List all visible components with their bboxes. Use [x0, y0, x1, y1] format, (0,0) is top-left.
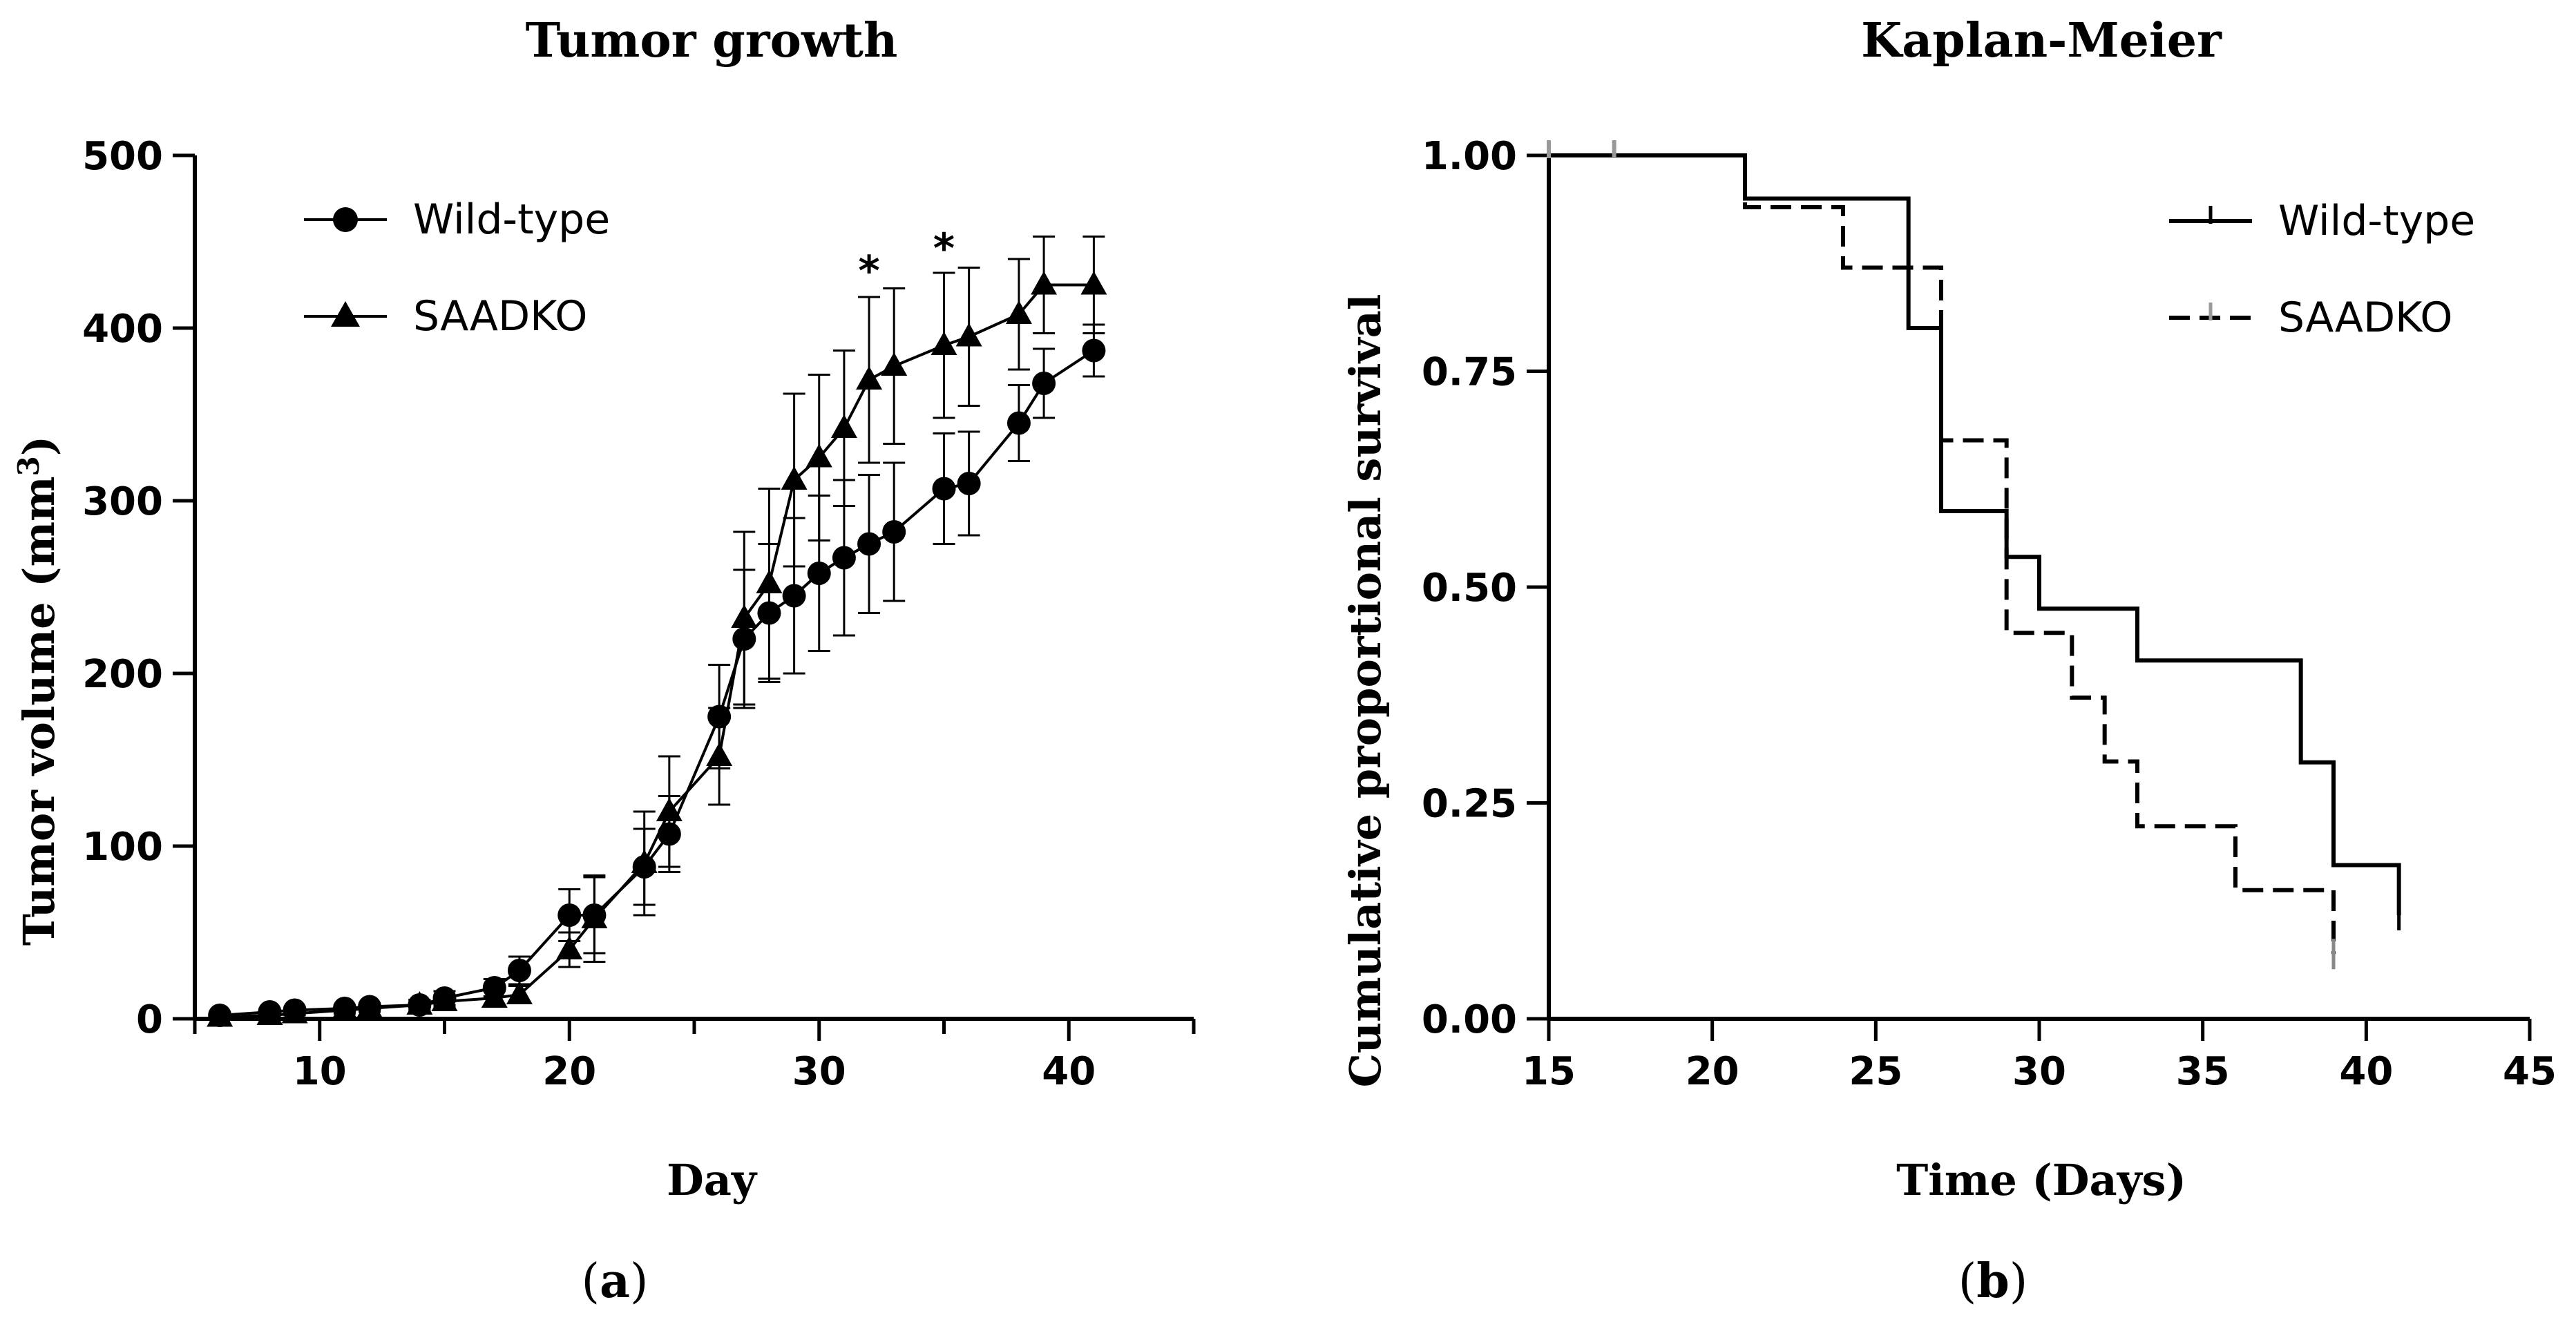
data-point-a [856, 366, 883, 390]
x-tick-label-b: 30 [2012, 1049, 2066, 1094]
data-point-a [506, 981, 533, 1004]
data-point-a [406, 991, 433, 1015]
x-tick-label-b: 15 [1522, 1049, 1576, 1094]
x-tick-label-b: 45 [2503, 1049, 2557, 1094]
significance-marker-a: * [858, 247, 879, 296]
legend-label-b: Wild-type [2278, 197, 2475, 245]
y-tick-label-a: 100 [82, 825, 163, 870]
legend-label-a: SAADKO [413, 292, 587, 341]
axes-b: 15 20 25 30 35 40 45 0.00 0.25 0.50 0.75 1.00 [1422, 134, 2557, 1094]
series-line-a [220, 283, 1094, 1019]
legend-b: Wild-type SAADKO [2169, 197, 2475, 342]
data-point-a [556, 936, 583, 959]
kaplan-meier-chart: Kaplan-Meier 15 20 25 30 35 40 45 0.00 0.25 0.50 0… [1340, 13, 2557, 1309]
data-point-a [581, 905, 608, 928]
km-curve-saadko [1549, 153, 2336, 955]
data-point-a [631, 850, 658, 873]
y-tick-label-b: 0.75 [1422, 350, 1517, 395]
data-point-a [1032, 372, 1056, 395]
data-point-a [857, 532, 881, 556]
y-tick-label-b: 1.00 [1422, 134, 1517, 179]
data-point-a [957, 472, 981, 495]
data-point-a [882, 520, 906, 544]
data-point-a [207, 1003, 233, 1027]
x-tick-label-b: 20 [1686, 1049, 1739, 1094]
series-a-wild-type [208, 323, 1106, 1027]
x-axis-label-a: Day [667, 1155, 758, 1205]
y-tick-label-a: 500 [82, 134, 163, 179]
data-point-a [281, 999, 308, 1024]
data-point-a [782, 584, 806, 608]
data-point-a [1006, 411, 1031, 435]
y-tick-label-b: 0.25 [1422, 782, 1517, 827]
x-tick-label-a: 30 [792, 1049, 846, 1094]
data-point-a [756, 570, 783, 593]
series-b [1547, 140, 2401, 970]
legend-label-b: SAADKO [2278, 294, 2452, 342]
x-tick-label-a: 20 [542, 1049, 596, 1094]
x-tick-label-b: 35 [2176, 1049, 2230, 1094]
data-point-a [256, 1002, 283, 1025]
data-point-a [931, 332, 957, 355]
legend-label-a: Wild-type [413, 195, 610, 244]
y-tick-label-a: 400 [82, 307, 163, 352]
x-tick-label-a: 40 [1042, 1049, 1096, 1094]
panel-label-a-letter: a [600, 1254, 630, 1309]
panel-label-b: (b) [1958, 1254, 2028, 1309]
data-point-a [830, 414, 857, 438]
data-point-a [781, 466, 808, 490]
y-axis-label-a: Tumor volume (mm3) [12, 436, 64, 946]
data-point-a [832, 546, 856, 570]
y-tick-label-b: 0.50 [1422, 566, 1517, 611]
data-point-a [805, 443, 832, 468]
x-axis-label-b: Time (Days) [1896, 1155, 2186, 1205]
series-line-a [220, 349, 1095, 1017]
data-point-a [1080, 271, 1107, 295]
data-point-a [881, 352, 908, 376]
data-point-a [331, 996, 358, 1020]
data-point-a [431, 988, 458, 1011]
series-a: * * [207, 224, 1107, 1027]
y-tick-label-a: 0 [136, 997, 163, 1042]
data-point-a [656, 798, 683, 821]
data-point-a [1005, 300, 1032, 324]
x-tick-label-b: 40 [2339, 1049, 2393, 1094]
y-tick-label-a: 300 [82, 479, 163, 524]
data-point-a [807, 562, 831, 585]
chart-title-b: Kaplan-Meier [1861, 13, 2222, 68]
significance-marker-a: * [933, 224, 955, 273]
data-point-a [507, 959, 531, 982]
y-axis-label-b: Cumulative proportional survival [1340, 294, 1391, 1088]
series-a-saadko [207, 236, 1107, 1027]
x-tick-label-b: 25 [1849, 1049, 1902, 1094]
x-tick-label-a: 10 [293, 1049, 347, 1094]
data-point-a [731, 604, 758, 628]
y-axis-label-a-sup: 3 [12, 456, 46, 476]
data-point-a [557, 903, 582, 927]
data-point-a [356, 995, 383, 1018]
chart-title-a: Tumor growth [526, 13, 898, 68]
data-point-a [932, 477, 956, 501]
y-tick-label-a: 200 [82, 652, 163, 697]
y-tick-label-b: 0.00 [1422, 997, 1517, 1042]
data-point-a [481, 984, 508, 1008]
legend-marker-a [331, 301, 360, 327]
data-point-a [706, 743, 733, 766]
legend-a: Wild-type SAADKO [304, 195, 610, 341]
data-point-a [955, 323, 982, 347]
km-curve-wild-type [1549, 153, 2401, 915]
panel-label-a: (a) [581, 1254, 648, 1309]
y-axis-label-a-main: Tumor volume (mm [14, 476, 64, 946]
data-point-a [1031, 271, 1058, 295]
legend-marker-a [333, 207, 358, 232]
y-axis-label-a-close: ) [14, 436, 64, 456]
panel-label-b-letter: b [1976, 1254, 2010, 1309]
data-point-a [1082, 338, 1106, 363]
